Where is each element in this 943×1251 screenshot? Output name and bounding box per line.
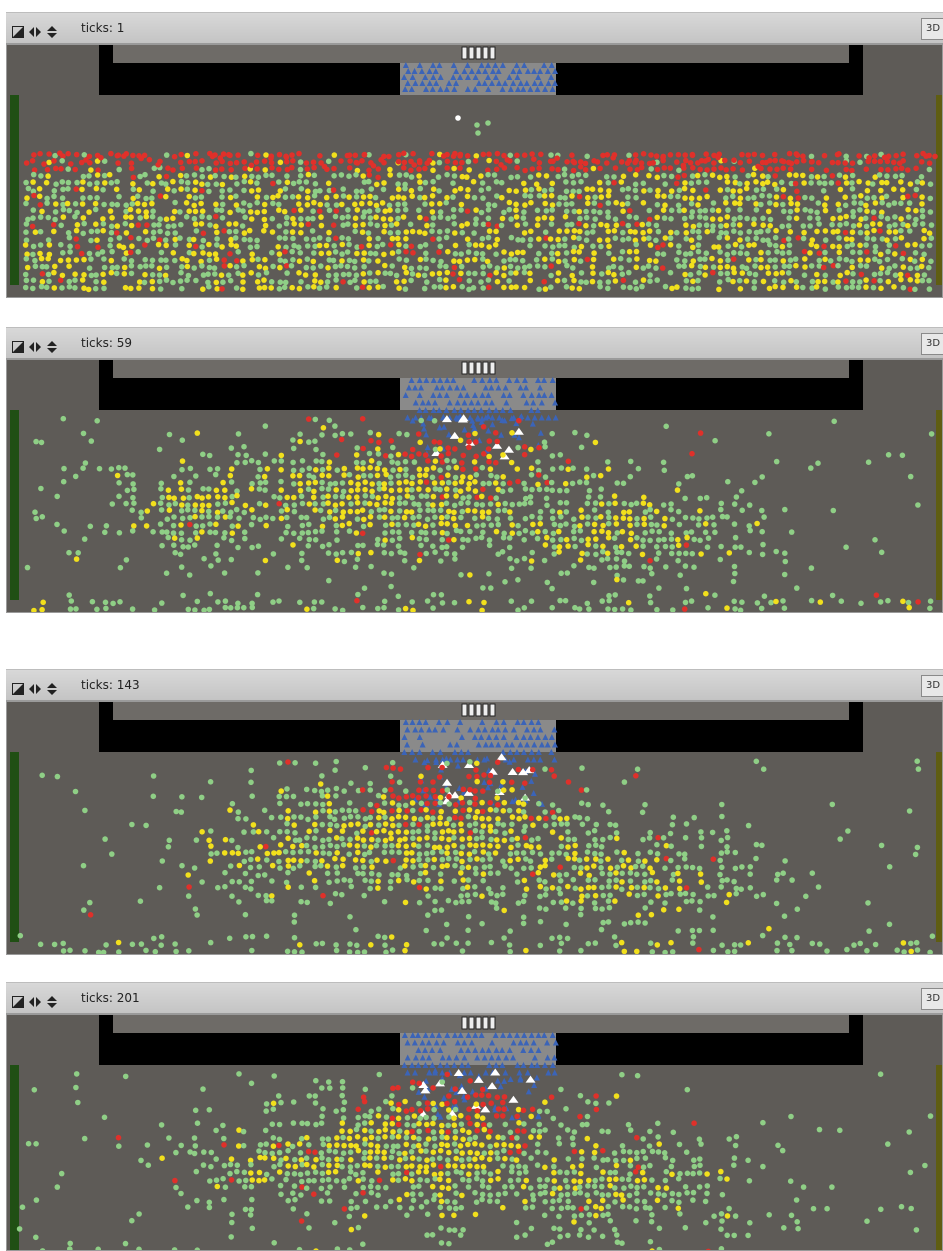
pan-horizontal-icon[interactable] (29, 680, 41, 694)
left-exit (10, 95, 19, 285)
right-exit (936, 752, 942, 942)
crowd-scene (10, 702, 942, 954)
crowd-agents (22, 115, 938, 293)
pan-vertical-icon[interactable] (46, 23, 58, 38)
3d-view-button[interactable]: 3D (921, 675, 943, 697)
speaker-stack-icon (461, 361, 496, 375)
pan-vertical-icon[interactable] (46, 680, 58, 695)
pan-vertical-icon[interactable] (46, 338, 58, 353)
view-controls (12, 20, 58, 38)
speaker-stack-icon (461, 1016, 496, 1030)
crowd-scene (10, 360, 942, 612)
crowd-agents (24, 415, 935, 612)
world-view[interactable] (6, 44, 943, 298)
ticks-counter: ticks: 1 (81, 21, 125, 35)
ticks-counter: ticks: 143 (81, 678, 140, 692)
right-exit (936, 1065, 942, 1250)
pan-horizontal-icon[interactable] (29, 23, 41, 37)
zoom-icon[interactable] (12, 338, 24, 353)
injured-agents (431, 414, 524, 460)
pan-horizontal-icon[interactable] (29, 338, 41, 352)
crowd-agents (17, 758, 936, 954)
world-view[interactable] (6, 1014, 943, 1251)
view-toolbar: ticks: 1 3D (6, 12, 943, 44)
speaker-stack-icon (461, 46, 496, 60)
3d-view-button[interactable]: 3D (921, 988, 943, 1010)
police-agents (401, 1032, 559, 1121)
world-view[interactable] (6, 359, 943, 613)
left-exit (10, 752, 19, 942)
police-agents (401, 62, 559, 92)
police-agents (401, 719, 558, 808)
right-exit (936, 95, 942, 285)
zoom-icon[interactable] (12, 23, 24, 38)
view-toolbar: ticks: 143 3D (6, 669, 943, 701)
crowd-scene (10, 45, 942, 293)
view-toolbar: ticks: 201 3D (6, 982, 943, 1014)
zoom-icon[interactable] (12, 993, 24, 1008)
view-controls (12, 677, 58, 695)
crowd-agents (16, 1071, 934, 1250)
3d-view-button[interactable]: 3D (921, 333, 943, 355)
3d-view-button[interactable]: 3D (921, 18, 943, 40)
view-toolbar: ticks: 59 3D (6, 327, 943, 359)
left-exit (10, 410, 19, 600)
ticks-counter: ticks: 201 (81, 991, 140, 1005)
view-controls (12, 335, 58, 353)
crowd-scene (10, 1015, 942, 1250)
view-controls (12, 990, 58, 1008)
right-exit (936, 410, 942, 600)
zoom-icon[interactable] (12, 680, 24, 695)
ticks-counter: ticks: 59 (81, 336, 132, 350)
pan-horizontal-icon[interactable] (29, 993, 41, 1007)
world-view[interactable] (6, 701, 943, 955)
pan-vertical-icon[interactable] (46, 993, 58, 1008)
left-exit (10, 1065, 19, 1250)
speaker-stack-icon (461, 703, 496, 717)
